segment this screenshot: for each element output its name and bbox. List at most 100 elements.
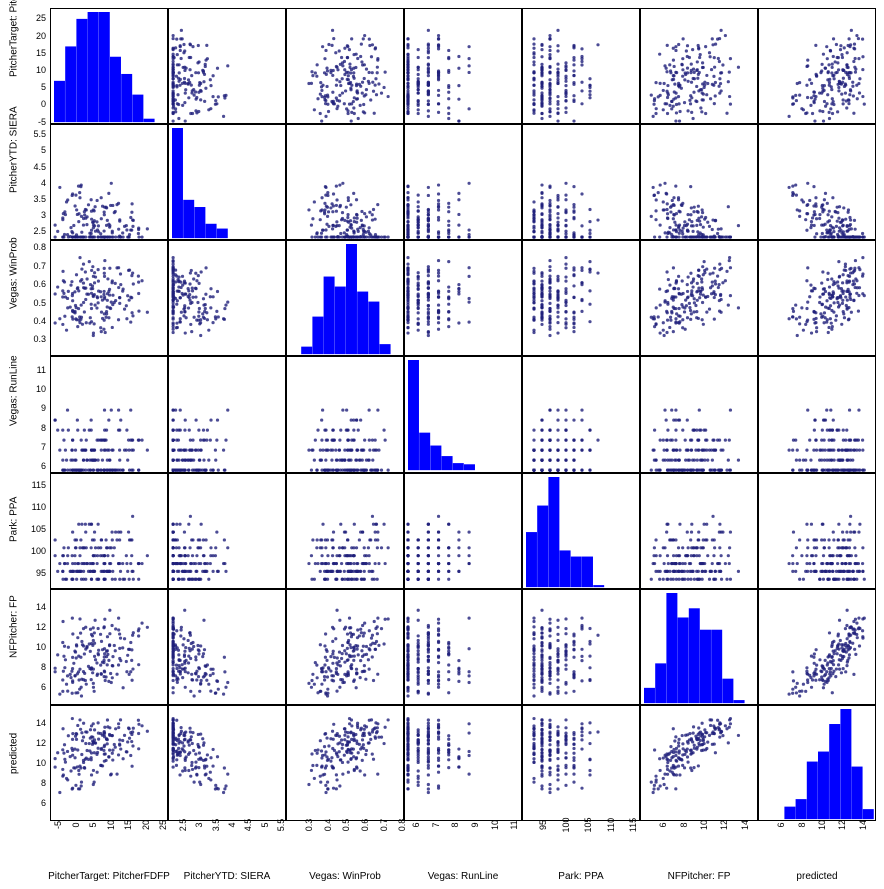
x-tick-label: 7 xyxy=(431,822,441,827)
x-tick-label: 0.8 xyxy=(397,819,407,832)
scatter-panel xyxy=(758,124,876,240)
y-axis-label: Vegas: WinProb xyxy=(9,238,20,310)
scatter-panel xyxy=(522,124,640,240)
scatter-panel xyxy=(522,8,640,124)
histogram-panel xyxy=(404,356,522,472)
scatter-panel xyxy=(404,473,522,589)
y-axis-label: PitcherTarget: PitcherFDFP xyxy=(9,0,20,77)
scatter-panel xyxy=(50,124,168,240)
scatter-panel xyxy=(286,705,404,821)
scatter-panel xyxy=(640,8,758,124)
x-tick-label: 0.3 xyxy=(304,819,314,832)
x-tick-label: 0 xyxy=(71,822,81,827)
x-tick-label: 0.4 xyxy=(323,819,333,832)
scatter-panel xyxy=(640,124,758,240)
histogram-panel xyxy=(168,124,286,240)
y-axis-label: Vegas: RunLine xyxy=(9,355,20,426)
x-tick-label: 6 xyxy=(658,822,668,827)
x-tick-label: 95 xyxy=(538,820,548,830)
scatter-panel xyxy=(758,8,876,124)
x-tick-label: 0.7 xyxy=(379,819,389,832)
x-tick-label: 0.6 xyxy=(360,819,370,832)
x-tick-label: 6 xyxy=(411,822,421,827)
histogram-panel xyxy=(758,705,876,821)
scatter-panel xyxy=(168,240,286,356)
x-tick-label: 110 xyxy=(606,818,616,832)
x-tick-label: 100 xyxy=(561,817,571,832)
scatter-panel xyxy=(168,356,286,472)
x-axis-label: PitcherYTD: SIERA xyxy=(184,871,271,882)
x-tick-label: 10 xyxy=(817,820,827,830)
scatter-panel xyxy=(404,240,522,356)
x-tick-label: 105 xyxy=(583,817,593,832)
scatter-panel xyxy=(286,356,404,472)
x-tick-label: 3 xyxy=(194,822,204,827)
scatter-panel xyxy=(758,589,876,705)
x-axis-label: Vegas: WinProb xyxy=(309,871,381,882)
scatter-panel xyxy=(50,589,168,705)
x-tick-label: 20 xyxy=(141,820,151,830)
scatter-panel xyxy=(286,8,404,124)
x-tick-label: 115 xyxy=(628,818,638,832)
scatter-panel xyxy=(286,589,404,705)
x-tick-label: 4 xyxy=(227,822,237,827)
x-tick-label: 5.5 xyxy=(276,819,286,832)
scatter-panel xyxy=(522,240,640,356)
scatter-panel xyxy=(522,705,640,821)
x-tick-label: 10 xyxy=(699,820,709,830)
scatter-panel xyxy=(50,705,168,821)
x-tick-label: 6 xyxy=(776,822,786,827)
scatter-panel xyxy=(404,589,522,705)
scatter-panel xyxy=(168,473,286,589)
scatter-panel xyxy=(404,705,522,821)
scatter-panel xyxy=(522,356,640,472)
y-axis-label: NFPitcher: FP xyxy=(9,595,20,658)
x-tick-label: 10 xyxy=(106,820,116,830)
x-tick-label: 8 xyxy=(679,822,689,827)
scatter-panel xyxy=(640,473,758,589)
x-axis-label: PitcherTarget: PitcherFDFP xyxy=(48,871,170,882)
x-tick-label: 0.5 xyxy=(341,819,351,832)
x-tick-label: 25 xyxy=(158,820,168,830)
histogram-panel xyxy=(522,473,640,589)
x-tick-label: 14 xyxy=(858,820,868,830)
scatter-panel xyxy=(640,240,758,356)
x-tick-label: 15 xyxy=(123,820,133,830)
x-tick-label: 5 xyxy=(88,822,98,827)
x-axis-label: predicted xyxy=(796,871,837,882)
scatter-panel xyxy=(50,473,168,589)
histogram-panel xyxy=(50,8,168,124)
x-axis-label: Vegas: RunLine xyxy=(428,871,499,882)
x-axis-label: NFPitcher: FP xyxy=(668,871,731,882)
scatter-panel xyxy=(168,589,286,705)
scatter-matrix-grid xyxy=(50,8,876,821)
y-axis-label: PitcherYTD: SIERA xyxy=(9,107,20,194)
scatter-panel xyxy=(50,356,168,472)
x-tick-label: 14 xyxy=(740,820,750,830)
scatter-panel xyxy=(758,356,876,472)
scatter-matrix: -5 0 5 10 15 20 25 PitcherTarget: PitcherFDFP 2.… xyxy=(0,0,884,889)
scatter-panel xyxy=(640,356,758,472)
scatter-panel xyxy=(286,473,404,589)
histogram-panel xyxy=(286,240,404,356)
x-tick-label: 3.5 xyxy=(211,819,221,832)
x-tick-label: -5 xyxy=(53,821,63,829)
scatter-panel xyxy=(50,240,168,356)
x-tick-label: 4.5 xyxy=(243,819,253,832)
x-tick-label: 8 xyxy=(797,822,807,827)
y-axis-label: predicted xyxy=(9,733,20,774)
scatter-panel xyxy=(758,240,876,356)
x-tick-label: 9 xyxy=(470,822,480,827)
x-tick-label: 2.5 xyxy=(178,819,188,832)
scatter-panel xyxy=(522,589,640,705)
scatter-panel xyxy=(404,8,522,124)
scatter-panel xyxy=(640,705,758,821)
scatter-panel xyxy=(758,473,876,589)
x-tick-label: 12 xyxy=(837,820,847,830)
scatter-panel xyxy=(168,705,286,821)
x-tick-label: 11 xyxy=(509,820,519,829)
scatter-panel xyxy=(286,124,404,240)
x-tick-label: 8 xyxy=(450,822,460,827)
x-tick-label: 12 xyxy=(719,820,729,830)
histogram-panel xyxy=(640,589,758,705)
